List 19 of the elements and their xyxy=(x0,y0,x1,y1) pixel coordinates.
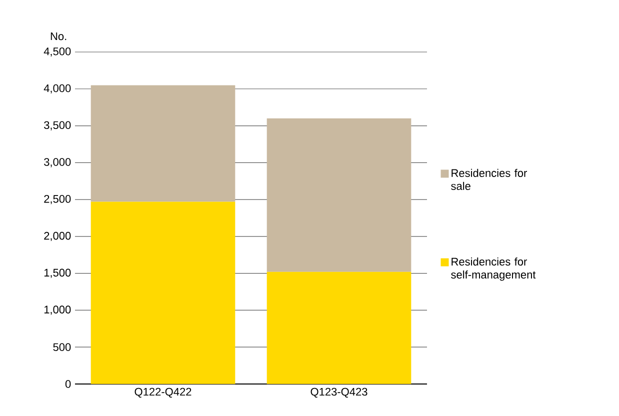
legend-label: Residencies for sale xyxy=(451,168,527,190)
x-tick-label: Q122-Q422 xyxy=(134,388,192,398)
y-tick-label: 3,000 xyxy=(44,158,71,168)
y-tick-label: 1,000 xyxy=(44,306,71,315)
bar xyxy=(266,272,412,384)
bar xyxy=(266,118,412,272)
y-tick-label: 0 xyxy=(65,380,71,388)
bar xyxy=(90,202,236,384)
y-tick-label: 4,000 xyxy=(44,84,71,94)
y-tick-label: 4,500 xyxy=(44,47,71,57)
y-tick-label: 2,000 xyxy=(44,232,71,241)
legend-label: Residencies for self-management xyxy=(451,257,536,281)
x-tick-label: Q123-Q423 xyxy=(310,388,368,398)
y-tick-label: 1,500 xyxy=(44,268,71,278)
bar xyxy=(90,85,236,202)
y-tick-label: 2,500 xyxy=(44,195,71,204)
y-tick-label: 3,500 xyxy=(44,121,71,130)
y-tick-label: 500 xyxy=(53,343,71,352)
y-axis-title: No. xyxy=(50,32,66,40)
